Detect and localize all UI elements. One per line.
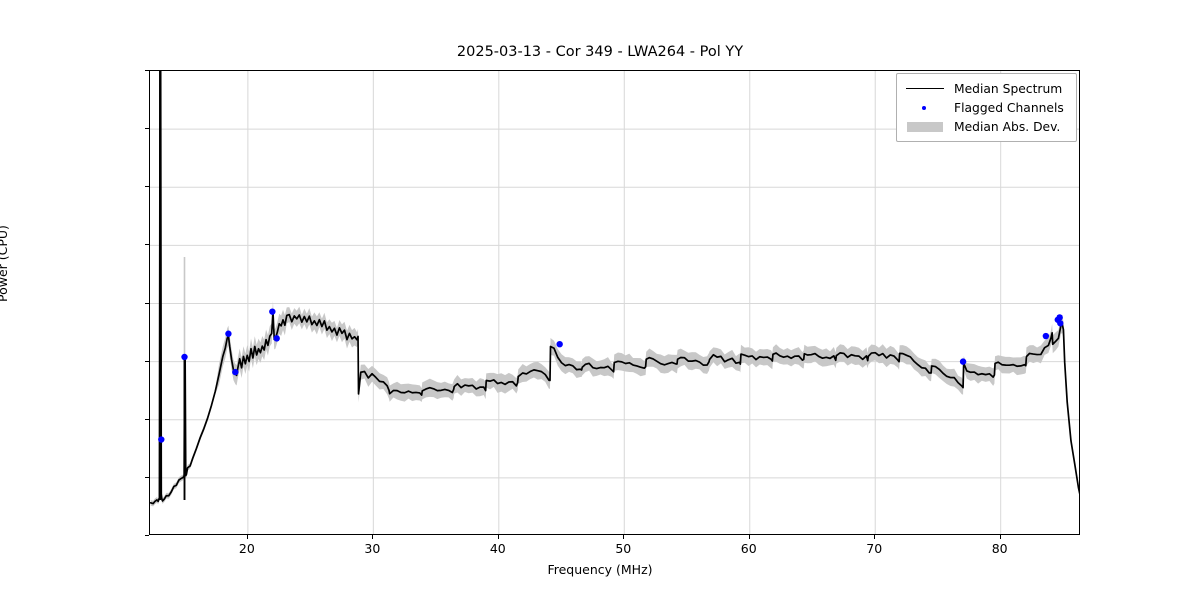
x-tick-80: 80 xyxy=(991,541,1008,556)
y-axis-label: Power (CPU) xyxy=(0,225,10,302)
legend-label-flagged-channels: Flagged Channels xyxy=(954,100,1064,115)
x-tick-mark xyxy=(999,535,1001,539)
legend-band-swatch xyxy=(903,120,947,134)
y-tick-mark xyxy=(145,360,149,362)
flagged-channel-markers xyxy=(158,308,1064,443)
legend-line-swatch xyxy=(903,82,947,96)
x-tick-50: 50 xyxy=(615,541,632,556)
x-tick-20: 20 xyxy=(238,541,255,556)
x-tick-40: 40 xyxy=(489,541,506,556)
median-abs-dev-band xyxy=(150,301,1079,507)
y-tick-mark xyxy=(145,476,149,478)
legend: Median Spectrum Flagged Channels Median … xyxy=(896,73,1077,142)
legend-label-median-spectrum: Median Spectrum xyxy=(954,81,1063,96)
x-tick-30: 30 xyxy=(364,541,381,556)
y-tick-mark xyxy=(145,186,149,188)
legend-item-flagged-channels: Flagged Channels xyxy=(903,98,1070,117)
y-tick-mark xyxy=(145,535,149,537)
x-tick-mark xyxy=(246,535,248,539)
x-tick-60: 60 xyxy=(740,541,757,556)
legend-dot-swatch xyxy=(903,101,947,115)
y-tick-mark xyxy=(145,70,149,72)
x-tick-mark xyxy=(497,535,499,539)
y-tick-mark xyxy=(145,128,149,130)
x-tick-mark xyxy=(748,535,750,539)
x-tick-mark xyxy=(372,535,374,539)
median-spectrum-line xyxy=(150,71,1079,505)
x-axis-label: Frequency (MHz) xyxy=(547,562,653,577)
legend-label-median-abs-dev: Median Abs. Dev. xyxy=(954,119,1061,134)
chart-svg xyxy=(150,71,1079,534)
x-tick-70: 70 xyxy=(866,541,883,556)
gridlines xyxy=(150,71,1079,534)
x-tick-mark xyxy=(874,535,876,539)
y-tick-mark xyxy=(145,244,149,246)
legend-item-median-abs-dev: Median Abs. Dev. xyxy=(903,117,1070,136)
rfi-spikes xyxy=(159,71,186,500)
y-tick-mark xyxy=(145,302,149,304)
y-tick-mark xyxy=(145,418,149,420)
plot-axes xyxy=(149,70,1080,535)
legend-item-median-spectrum: Median Spectrum xyxy=(903,79,1070,98)
page-title: 2025-03-13 - Cor 349 - LWA264 - Pol YY xyxy=(456,44,744,60)
x-tick-mark xyxy=(623,535,625,539)
